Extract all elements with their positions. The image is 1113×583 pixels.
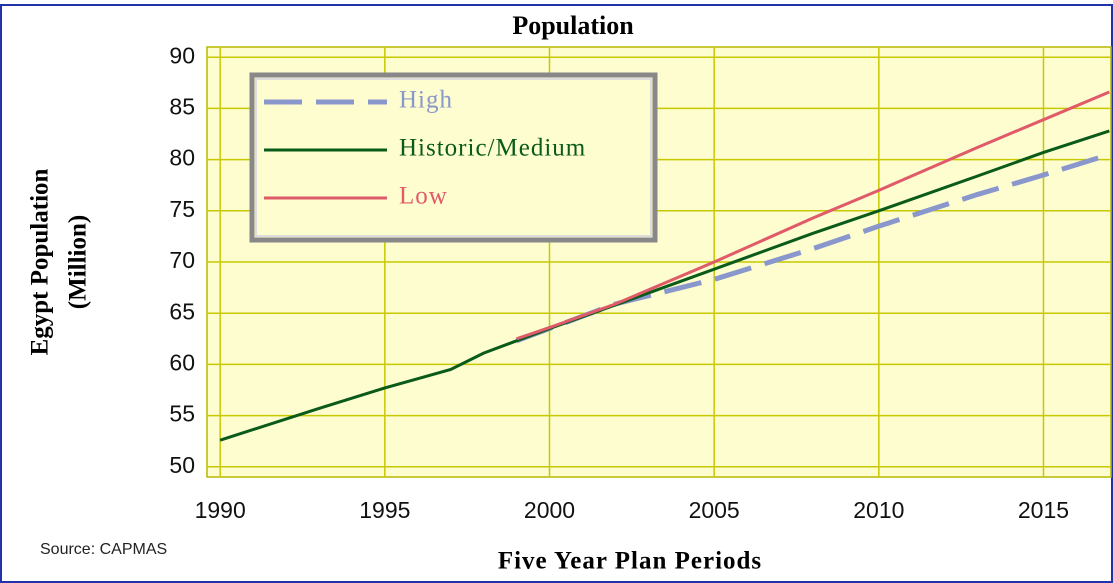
chart-title: Population — [512, 11, 634, 40]
y-tick-label: 80 — [169, 145, 195, 171]
series-line — [516, 90, 1110, 341]
x-tick-label: 2015 — [1018, 497, 1069, 523]
frame — [0, 4, 1113, 583]
y-axis-label: Egypt Population — [27, 168, 54, 355]
legend-label: High — [399, 87, 453, 114]
y-tick-label: 75 — [169, 196, 195, 222]
legend-label: Historic/Medium — [399, 135, 586, 162]
y-tick-label: 50 — [169, 452, 195, 478]
y-tick-label: 85 — [169, 94, 195, 120]
y-tick-label: 60 — [169, 349, 195, 375]
y-tick-label: 55 — [169, 401, 195, 427]
x-axis-label: Five Year Plan Periods — [498, 548, 762, 575]
y-axis-label: (Million) — [65, 215, 92, 309]
x-tick-label: 2000 — [524, 497, 575, 523]
x-tick-label: 2010 — [853, 497, 904, 523]
legend-label: Low — [399, 183, 448, 210]
y-tick-label: 70 — [169, 247, 195, 273]
y-tick-label: 65 — [169, 298, 195, 324]
x-tick-label: 2005 — [689, 497, 740, 523]
y-tick-label: 90 — [169, 42, 195, 68]
x-tick-label: 1995 — [359, 497, 410, 523]
source-note: Source: CAPMAS — [40, 541, 167, 558]
x-tick-label: 1990 — [195, 497, 246, 523]
legend-box-inner — [255, 78, 652, 237]
